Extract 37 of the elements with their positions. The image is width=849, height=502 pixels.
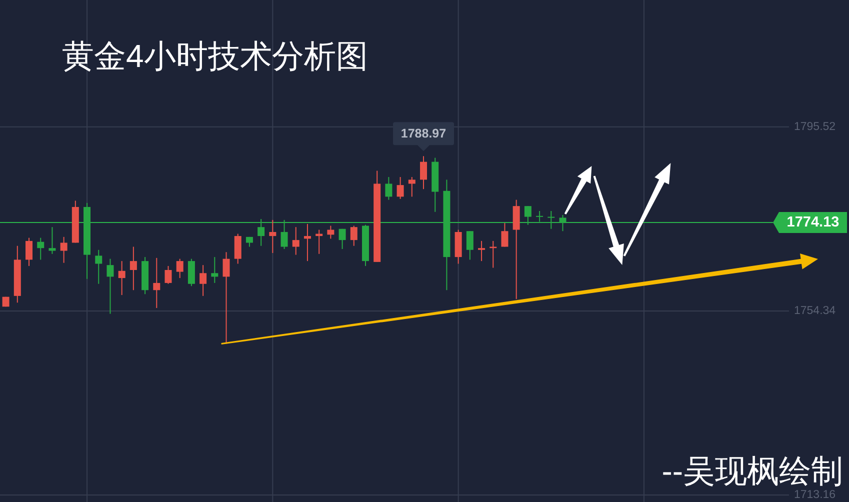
text: 黄金4小时技术分析图 <box>62 38 368 74</box>
candlestick <box>37 237 44 260</box>
candlestick <box>60 236 68 264</box>
candlestick <box>164 265 172 284</box>
candlestick <box>292 226 300 256</box>
candlestick <box>234 233 242 264</box>
candlestick <box>130 246 137 291</box>
candlestick <box>466 230 474 260</box>
candlestick <box>385 176 392 200</box>
candlestick <box>338 228 346 250</box>
candlestick <box>188 258 195 287</box>
candlestick <box>396 176 404 200</box>
candlestick <box>95 249 102 284</box>
candlestick <box>176 258 184 279</box>
annotation: --吴现枫绘制 <box>662 453 843 489</box>
annotation: 1788.97 <box>400 126 446 141</box>
candlestick <box>26 237 33 266</box>
candlestick <box>512 199 520 300</box>
candlestick <box>327 225 334 240</box>
candlestick <box>153 257 160 308</box>
candlestick <box>408 176 416 198</box>
candlestick <box>304 223 311 262</box>
candlestick <box>350 225 358 246</box>
y-tick-label: 1754.34 <box>794 304 836 317</box>
candlestick <box>269 219 276 254</box>
candlestick <box>211 256 218 284</box>
candlestick <box>106 258 114 314</box>
candlestick <box>222 252 230 344</box>
candlestick <box>478 240 486 262</box>
candlestick <box>501 222 508 248</box>
ref-line-label: 1774.13 <box>786 214 840 230</box>
candlestick <box>118 260 126 296</box>
candlestick <box>420 156 428 190</box>
candlestick <box>200 264 207 296</box>
y-tick-label: 1713.16 <box>794 489 836 502</box>
candlestick <box>48 226 56 254</box>
y-tick-label: 1795.52 <box>794 120 836 133</box>
